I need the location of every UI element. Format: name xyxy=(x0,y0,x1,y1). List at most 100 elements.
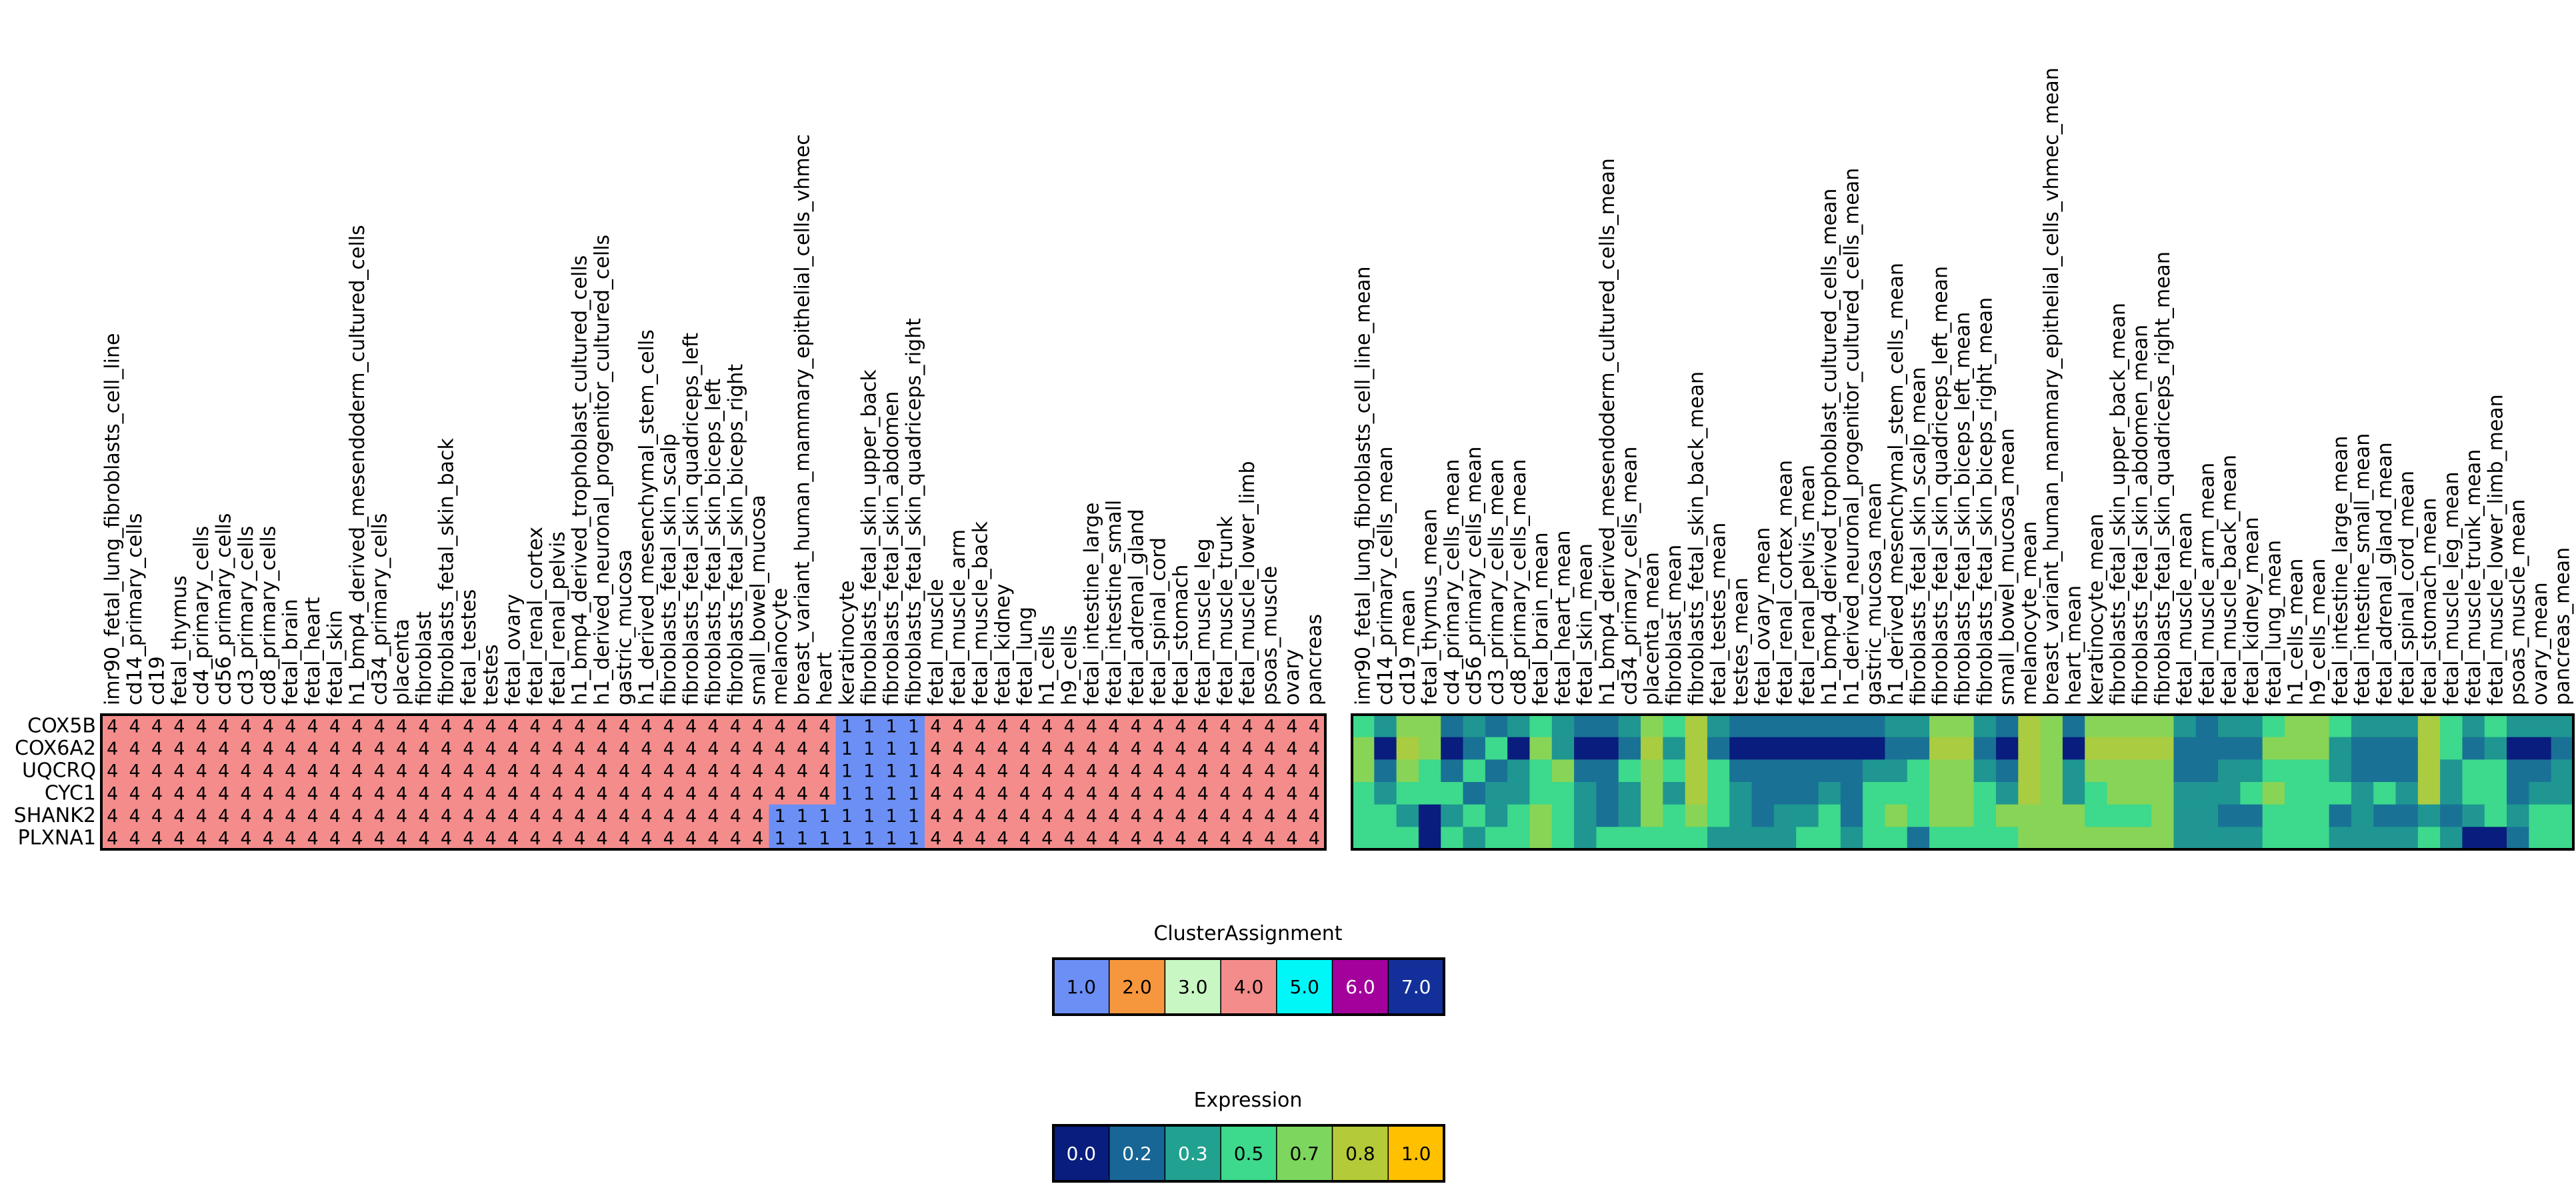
heatmap-cell xyxy=(791,782,814,805)
heatmap-cell xyxy=(1907,782,1930,805)
cell-value-label: 4 xyxy=(263,783,274,804)
heatmap-cell xyxy=(1574,827,1597,850)
column-label: fetal_kidney xyxy=(991,584,1015,705)
heatmap-cell xyxy=(368,827,391,850)
heatmap-cell xyxy=(591,782,614,805)
heatmap-cell xyxy=(1574,737,1597,760)
heatmap-cell xyxy=(569,715,591,738)
heatmap-cell xyxy=(1840,759,1863,783)
heatmap-cell xyxy=(2218,804,2241,827)
cell-value-label: 4 xyxy=(707,783,719,804)
column-label: h1_bmp4_derived_mesendoderm_cultured_cel… xyxy=(1596,158,1619,705)
cell-value-label: 4 xyxy=(418,783,429,804)
heatmap-cell xyxy=(1396,782,1419,805)
heatmap-cell xyxy=(2417,737,2441,760)
cell-value-label: 4 xyxy=(441,761,452,782)
heatmap-cell xyxy=(1214,782,1237,805)
heatmap-cell xyxy=(1058,804,1081,827)
column-label: cd56_primary_cells xyxy=(213,513,236,705)
heatmap-cell xyxy=(1352,804,1375,827)
heatmap-cell xyxy=(457,715,481,738)
heatmap-cell xyxy=(679,715,703,738)
cell-value-label: 4 xyxy=(1175,806,1186,827)
heatmap-cell xyxy=(1374,782,1397,805)
heatmap-cell xyxy=(747,782,770,805)
heatmap-cell xyxy=(435,804,458,827)
heatmap-cell xyxy=(1303,804,1326,827)
cell-value-label: 4 xyxy=(752,761,763,782)
cell-value-label: 4 xyxy=(173,716,185,737)
heatmap-cell xyxy=(1707,759,1730,783)
heatmap-cell xyxy=(145,782,169,805)
cluster-legend-title: ClusterAssignment xyxy=(1153,922,1342,945)
heatmap-cell xyxy=(1529,715,1553,738)
cell-value-label: 4 xyxy=(1264,806,1275,827)
cell-value-label: 4 xyxy=(1175,783,1186,804)
heatmap-cell xyxy=(1485,782,1508,805)
heatmap-cell xyxy=(1080,804,1103,827)
heatmap-cell xyxy=(1773,737,1797,760)
heatmap-cell xyxy=(190,715,213,738)
heatmap-cell xyxy=(1951,715,1975,738)
heatmap-cell xyxy=(2395,804,2419,827)
column-label: fetal_intestine_large xyxy=(1080,503,1103,705)
heatmap-cell xyxy=(457,737,481,760)
heatmap-cell xyxy=(969,804,992,827)
heatmap-cell xyxy=(2262,759,2285,783)
heatmap-cell xyxy=(1125,827,1148,850)
cell-value-label: 4 xyxy=(1108,783,1119,804)
heatmap-cell xyxy=(2507,782,2529,805)
column-label: melanocyte_mean xyxy=(2018,521,2041,705)
cell-value-label: 4 xyxy=(1041,829,1053,849)
cell-value-label: 4 xyxy=(685,739,697,759)
heatmap-cell xyxy=(501,782,525,805)
cell-value-label: 4 xyxy=(752,739,763,759)
cell-value-label: 4 xyxy=(1197,761,1209,782)
cell-value-label: 4 xyxy=(529,806,541,827)
column-label: fetal_brain_mean xyxy=(1529,532,1553,705)
heatmap-cell xyxy=(702,737,725,760)
heatmap-cell xyxy=(1507,759,1531,783)
heatmap-cell xyxy=(1214,827,1237,850)
heatmap-cell xyxy=(1729,737,1753,760)
cell-value-label: 1 xyxy=(841,739,853,759)
heatmap-cell xyxy=(2395,737,2419,760)
heatmap-cell xyxy=(857,782,881,805)
heatmap-cell xyxy=(2484,737,2507,760)
heatmap-cell xyxy=(1303,782,1326,805)
heatmap-cell xyxy=(702,827,725,850)
heatmap-cell xyxy=(1352,759,1375,783)
heatmap-cell xyxy=(1818,759,1841,783)
cell-value-label: 4 xyxy=(196,783,207,804)
cell-value-label: 4 xyxy=(1286,739,1297,759)
heatmap-cell xyxy=(457,827,481,850)
heatmap-cell xyxy=(2085,737,2108,760)
heatmap-cell xyxy=(2440,737,2463,760)
cell-value-label: 4 xyxy=(529,761,541,782)
cell-value-label: 4 xyxy=(441,783,452,804)
heatmap-cell xyxy=(1818,804,1841,827)
heatmap-cell xyxy=(1013,804,1037,827)
cell-value-label: 4 xyxy=(1242,761,1253,782)
heatmap-cell xyxy=(1663,737,1686,760)
heatmap-cell xyxy=(1818,827,1841,850)
heatmap-cell xyxy=(390,782,413,805)
cell-value-label: 4 xyxy=(418,716,429,737)
heatmap-cell xyxy=(2195,759,2219,783)
cell-value-label: 4 xyxy=(218,783,229,804)
heatmap-cell xyxy=(2085,759,2108,783)
heatmap-cell xyxy=(635,715,659,738)
cell-value-label: 4 xyxy=(129,739,140,759)
heatmap-cell xyxy=(413,759,436,783)
heatmap-cell xyxy=(1995,737,2019,760)
cell-value-label: 4 xyxy=(285,806,296,827)
heatmap-cell xyxy=(1013,782,1037,805)
heatmap-cell xyxy=(679,737,703,760)
cell-value-label: 4 xyxy=(374,783,385,804)
heatmap-cell xyxy=(769,804,792,827)
heatmap-cell xyxy=(2151,827,2175,850)
cell-value-label: 4 xyxy=(418,761,429,782)
cell-value-label: 4 xyxy=(953,829,964,849)
heatmap-cell xyxy=(2085,715,2108,738)
heatmap-cell xyxy=(1169,782,1193,805)
